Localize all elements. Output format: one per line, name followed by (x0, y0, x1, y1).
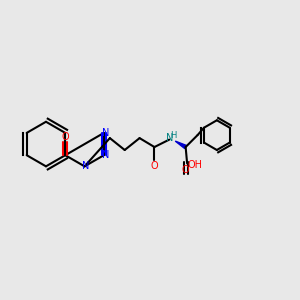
Text: N: N (102, 128, 109, 138)
Text: O: O (151, 161, 158, 171)
Text: O: O (182, 165, 190, 175)
Polygon shape (175, 141, 187, 148)
Text: N: N (102, 150, 109, 160)
Text: O: O (61, 132, 69, 142)
Text: H: H (171, 130, 177, 140)
Text: N: N (166, 133, 173, 143)
Text: OH: OH (187, 160, 202, 170)
Text: N: N (82, 161, 90, 171)
